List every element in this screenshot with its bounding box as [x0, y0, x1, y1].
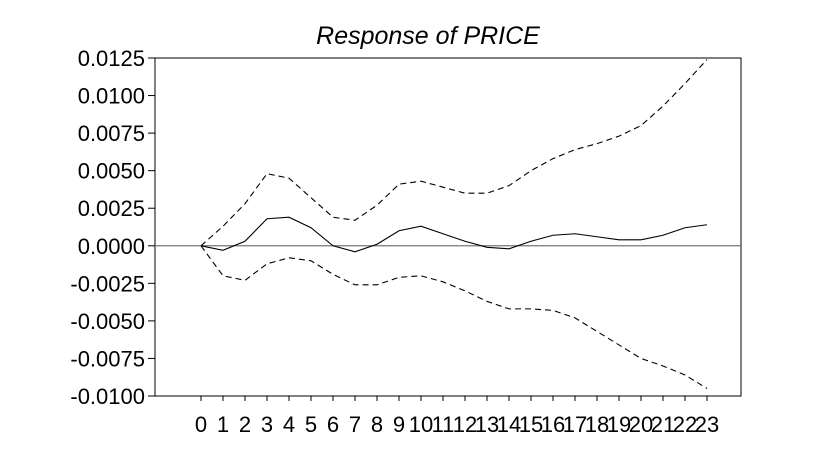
x-tick-label: 0	[195, 412, 207, 437]
x-tick-label: 22	[673, 412, 697, 437]
x-tick-label: 2	[239, 412, 251, 437]
chart-title: Response of PRICE	[316, 22, 540, 50]
y-tick-label: 0.0125	[78, 46, 145, 71]
x-tick-label: 15	[519, 412, 543, 437]
y-axis: 0.0125 0.0100 0.0075 0.0050 0.0025 0.0000 -0.0…	[70, 46, 155, 409]
x-tick-label: 1	[217, 412, 229, 437]
y-tick-label: -0.0025	[70, 271, 145, 296]
x-tick-label: 21	[651, 412, 675, 437]
x-tick-label: 14	[497, 412, 521, 437]
series-layer	[155, 59, 741, 389]
y-tick-label: 0.0000	[78, 234, 145, 259]
x-tick-label: 13	[475, 412, 499, 437]
x-tick-label: 6	[327, 412, 339, 437]
x-tick-label: 9	[393, 412, 405, 437]
x-tick-label: 16	[541, 412, 565, 437]
response-line	[200, 216, 708, 253]
plot-frame	[154, 57, 742, 397]
y-tick-label: -0.0050	[70, 309, 145, 334]
y-tick-label: 0.0025	[78, 196, 145, 221]
x-tick-label: 12	[453, 412, 477, 437]
y-tick-label: -0.0100	[70, 384, 145, 409]
x-tick-label: 18	[585, 412, 609, 437]
x-tick-label: 5	[305, 412, 317, 437]
y-tick-label: 0.0100	[78, 84, 145, 109]
y-tick-label: 0.0050	[78, 159, 145, 184]
x-tick-label: 19	[607, 412, 631, 437]
x-tick-label: 7	[349, 412, 361, 437]
x-tick-label: 10	[409, 412, 433, 437]
x-tick-label: 17	[563, 412, 587, 437]
x-tick-label: 4	[283, 412, 295, 437]
y-tick-label: 0.0075	[78, 121, 145, 146]
x-tick-label: 8	[371, 412, 383, 437]
x-tick-label: 3	[261, 412, 273, 437]
x-tick-label: 20	[629, 412, 653, 437]
y-tick-label: -0.0075	[70, 346, 145, 371]
x-tick-label: 23	[695, 412, 719, 437]
x-tick-label: 11	[432, 412, 455, 437]
confidence-band-line	[200, 245, 708, 389]
confidence-band-line	[200, 59, 708, 247]
